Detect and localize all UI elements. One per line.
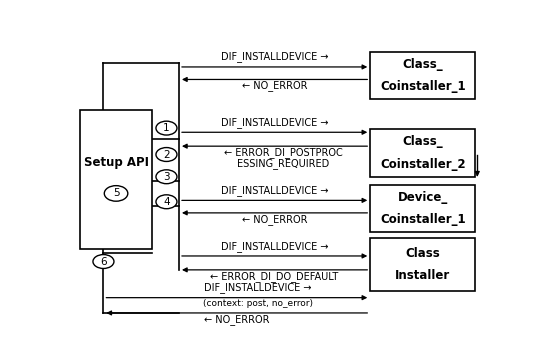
Text: ← ERROR_DI_DO_DEFAULT: ← ERROR_DI_DO_DEFAULT [210,271,339,282]
Text: Coinstaller_1: Coinstaller_1 [380,80,466,93]
Text: 2: 2 [163,149,170,160]
Circle shape [104,186,128,201]
Text: DIF_INSTALLDEVICE →: DIF_INSTALLDEVICE → [204,282,312,293]
Text: 5: 5 [113,188,119,199]
FancyBboxPatch shape [370,130,475,177]
FancyBboxPatch shape [80,110,152,249]
Text: (context: post, no_error): (context: post, no_error) [203,299,313,308]
Text: Device_: Device_ [398,191,448,204]
Circle shape [156,148,177,161]
Circle shape [93,255,114,269]
Circle shape [156,170,177,184]
Text: 1: 1 [163,123,170,133]
Text: ESSING_REQUIRED: ESSING_REQUIRED [237,158,329,169]
FancyBboxPatch shape [370,52,475,99]
Text: DIF_INSTALLDEVICE →: DIF_INSTALLDEVICE → [221,52,328,62]
Text: 6: 6 [100,257,107,266]
Text: Class_: Class_ [402,135,443,148]
Text: DIF_INSTALLDEVICE →: DIF_INSTALLDEVICE → [221,117,328,128]
Text: Installer: Installer [395,269,450,282]
Text: ← NO_ERROR: ← NO_ERROR [204,314,269,325]
Text: ← NO_ERROR: ← NO_ERROR [242,81,307,91]
Text: Setup API: Setup API [83,156,149,169]
Text: Class_: Class_ [402,58,443,71]
Circle shape [156,121,177,135]
Text: Coinstaller_2: Coinstaller_2 [380,158,466,171]
FancyBboxPatch shape [370,185,475,232]
Text: ← ERROR_DI_POSTPROC: ← ERROR_DI_POSTPROC [224,147,343,158]
Text: 4: 4 [163,197,170,207]
Text: 3: 3 [163,172,170,182]
Text: Class: Class [405,247,440,260]
Text: Coinstaller_1: Coinstaller_1 [380,213,466,226]
Text: ← NO_ERROR: ← NO_ERROR [242,214,307,225]
Text: DIF_INSTALLDEVICE →: DIF_INSTALLDEVICE → [221,185,328,196]
Circle shape [156,195,177,209]
Text: DIF_INSTALLDEVICE →: DIF_INSTALLDEVICE → [221,241,328,252]
FancyBboxPatch shape [370,238,475,291]
